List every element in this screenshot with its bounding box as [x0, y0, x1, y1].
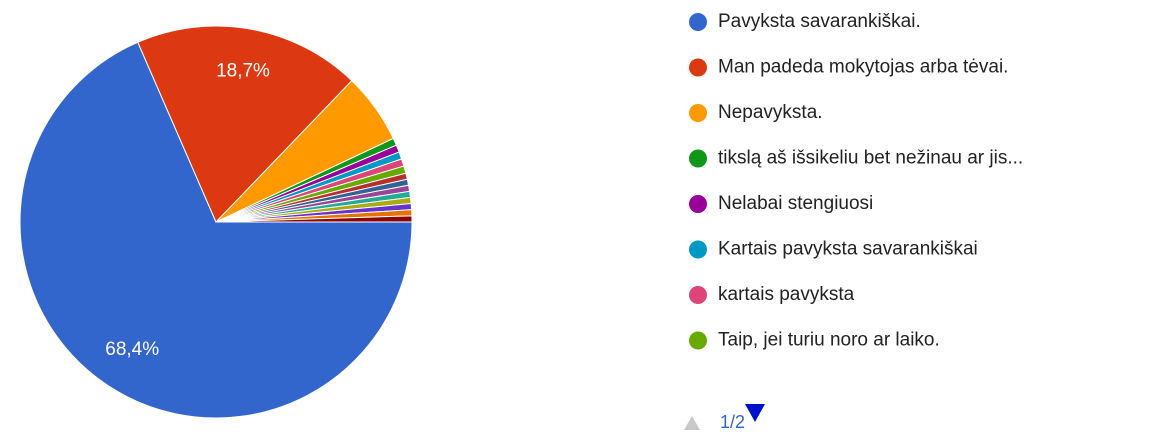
legend-swatch: [689, 331, 707, 350]
slice-label: 18,7%: [216, 61, 270, 82]
legend-label: Taip, jei turiu noro ar laiko.: [718, 330, 940, 351]
legend-swatch: [689, 195, 707, 213]
legend-label: Pavyksta savarankiškai.: [718, 11, 921, 32]
legend-label: Kartais pavyksta savarankiškai: [718, 239, 978, 260]
slice-label: 68,4%: [105, 339, 159, 360]
legend-next[interactable]: [745, 404, 765, 422]
legend-prev[interactable]: [684, 416, 700, 430]
pie-slice: [19, 41, 413, 419]
legend-label: Nelabai stengiuosi: [718, 193, 873, 214]
legend-swatch: [689, 13, 707, 31]
legend-swatch: [689, 240, 707, 259]
legend-label: Man padeda mokytojas arba tėvai.: [718, 57, 1008, 78]
legend-swatch: [689, 58, 707, 77]
legend-page: 1/2: [720, 412, 745, 432]
legend-label: kartais pavyksta: [718, 284, 855, 305]
legend-swatch: [689, 104, 707, 122]
legend-label: Nepavyksta.: [718, 102, 823, 123]
legend-swatch: [689, 149, 707, 168]
pie-slice: [137, 25, 353, 223]
legend-swatch: [689, 286, 707, 304]
pie-slice: [215, 215, 413, 223]
legend-label: tikslą aš išsikeliu bet nežinau ar jis..…: [718, 148, 1023, 169]
